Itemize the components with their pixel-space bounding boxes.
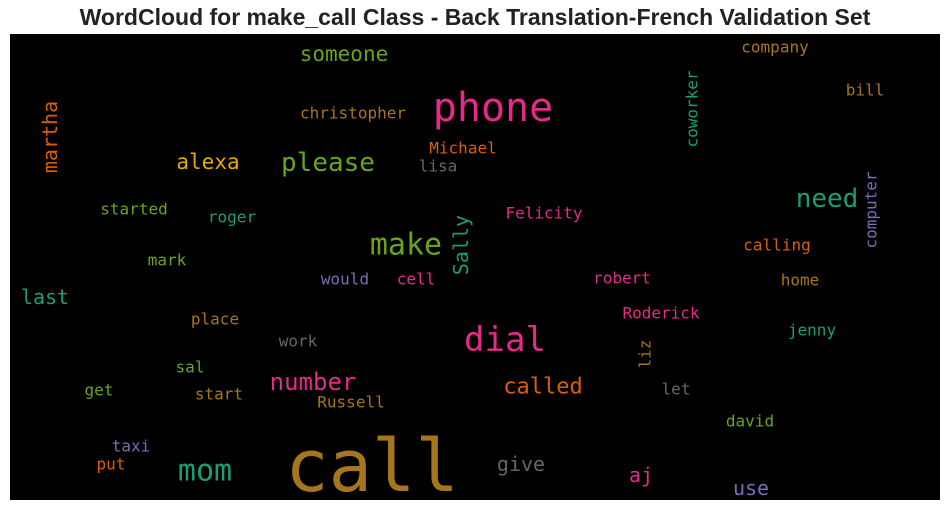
word-michael: Michael — [429, 139, 496, 158]
wordcloud-canvas: call phone dial make mom please need number some… — [10, 34, 940, 500]
word-last: last — [21, 285, 69, 309]
word-please: please — [281, 148, 375, 178]
word-robert: robert — [593, 269, 651, 288]
word-get: get — [85, 381, 114, 400]
word-lisa: lisa — [419, 157, 458, 176]
word-make: make — [370, 228, 442, 263]
word-computer: computer — [862, 171, 881, 248]
word-place: place — [191, 310, 239, 329]
word-liz: liz — [636, 340, 655, 369]
word-dial: dial — [464, 320, 546, 360]
word-let: let — [662, 380, 691, 399]
word-work: work — [279, 332, 318, 351]
word-felicity: Felicity — [505, 204, 582, 223]
word-alexa: alexa — [176, 150, 239, 174]
word-christopher: christopher — [300, 104, 406, 123]
word-would: would — [321, 270, 369, 289]
word-roderick: Roderick — [622, 304, 699, 323]
word-russell: Russell — [317, 393, 384, 412]
word-start: start — [195, 385, 243, 404]
word-give: give — [497, 452, 545, 476]
wordcloud-svg: call phone dial make mom please need number some… — [21, 38, 885, 501]
word-use: use — [733, 476, 769, 500]
word-cell: cell — [397, 270, 436, 289]
word-put: put — [97, 455, 126, 474]
word-home: home — [781, 271, 820, 290]
word-sally: Sally — [449, 215, 473, 275]
word-mark: mark — [148, 251, 187, 270]
word-need: need — [796, 184, 859, 214]
word-calling: calling — [743, 236, 810, 255]
word-aj: aj — [629, 463, 653, 487]
word-taxi: taxi — [112, 437, 151, 456]
word-martha: martha — [38, 101, 62, 173]
word-called: called — [503, 375, 582, 400]
chart-title: WordCloud for make_call Class - Back Tra… — [79, 4, 871, 30]
word-number: number — [270, 368, 357, 396]
word-bill: bill — [846, 81, 885, 100]
word-sal: sal — [176, 358, 205, 377]
word-someone: someone — [300, 42, 389, 66]
word-jenny: jenny — [788, 321, 837, 340]
word-mom: mom — [178, 454, 232, 489]
word-phone: phone — [433, 85, 553, 131]
word-started: started — [100, 200, 167, 219]
word-david: david — [726, 412, 774, 431]
word-coworker: coworker — [683, 70, 702, 147]
word-call: call — [285, 424, 458, 500]
word-company: company — [741, 38, 809, 57]
word-roger: roger — [208, 208, 257, 227]
